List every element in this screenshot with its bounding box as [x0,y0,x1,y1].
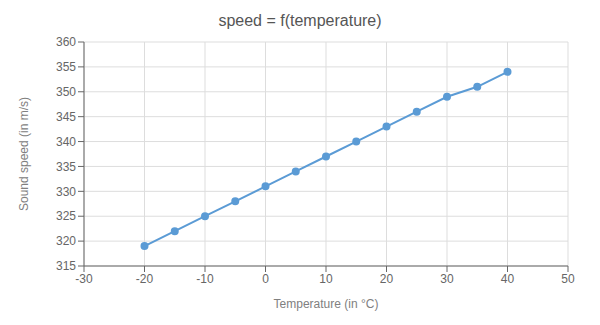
svg-text:0: 0 [262,272,269,286]
svg-text:30: 30 [440,272,454,286]
svg-text:360: 360 [56,35,76,49]
svg-text:335: 335 [56,160,76,174]
svg-text:350: 350 [56,85,76,99]
svg-text:-30: -30 [75,272,93,286]
svg-text:Temperature (in °C): Temperature (in °C) [274,297,379,311]
svg-text:355: 355 [56,60,76,74]
svg-text:50: 50 [561,272,575,286]
svg-text:40: 40 [501,272,515,286]
svg-text:340: 340 [56,135,76,149]
svg-text:315: 315 [56,259,76,273]
svg-text:10: 10 [319,272,333,286]
svg-text:20: 20 [380,272,394,286]
svg-text:Sound speed (in m/s): Sound speed (in m/s) [17,97,31,211]
svg-text:-10: -10 [196,272,214,286]
svg-text:320: 320 [56,234,76,248]
svg-text:-20: -20 [136,272,154,286]
html-text:speed = f(temperature): speed = f(temperature) [218,12,382,29]
svg-text:330: 330 [56,185,76,199]
svg-text:325: 325 [56,209,76,223]
svg-text:345: 345 [56,110,76,124]
